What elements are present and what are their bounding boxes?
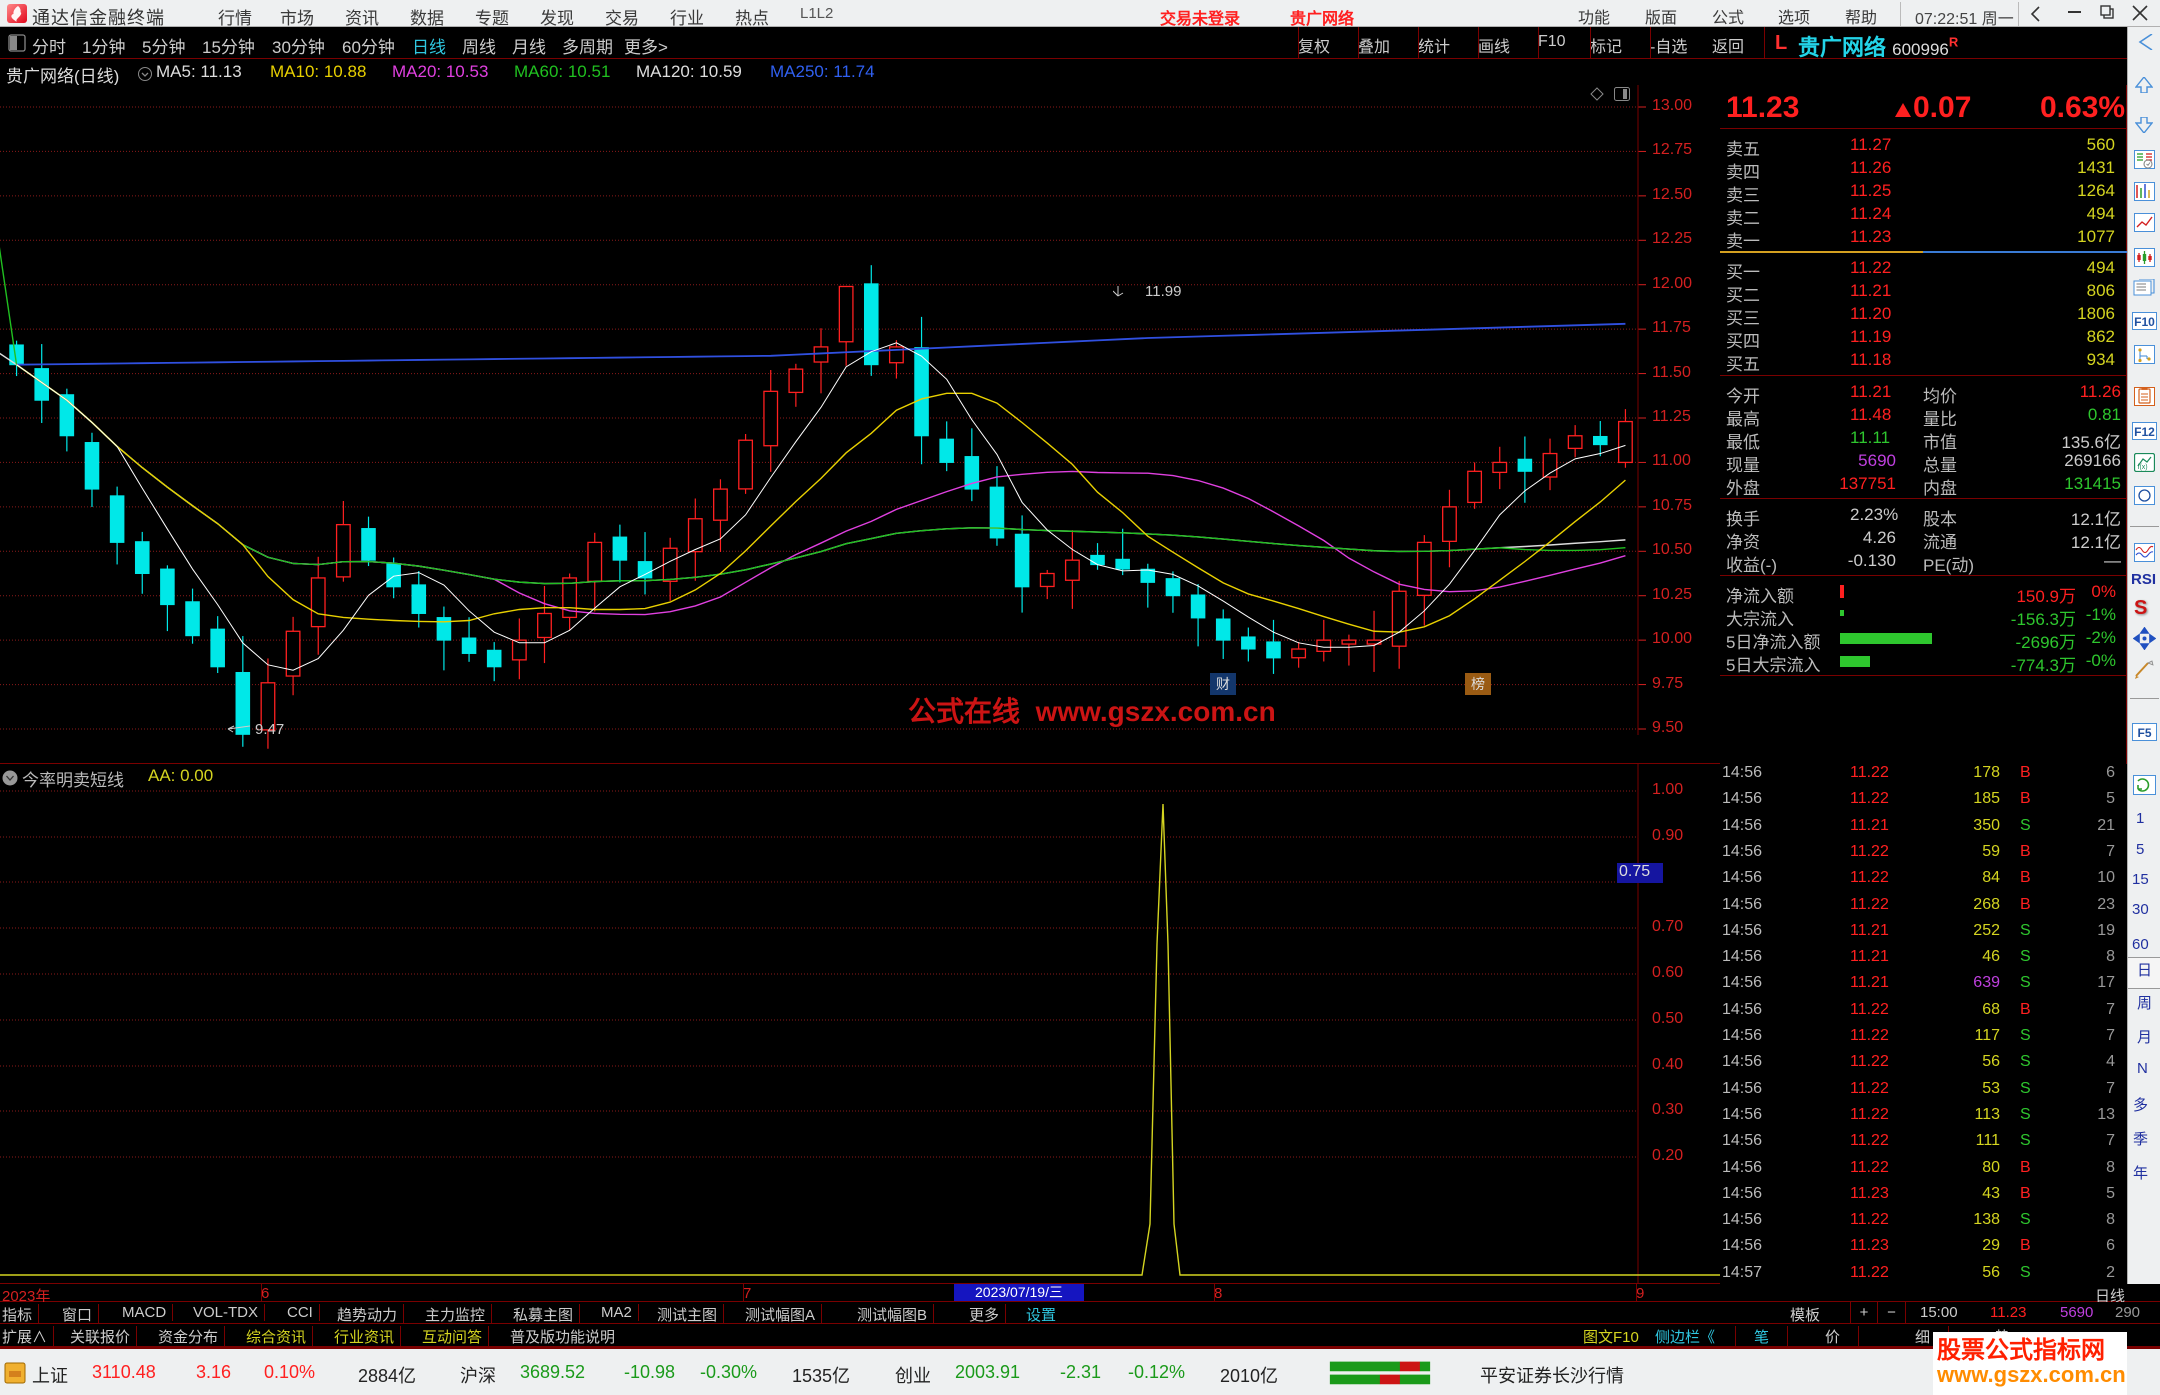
svg-text:f(x): f(x): [2138, 464, 2148, 471]
